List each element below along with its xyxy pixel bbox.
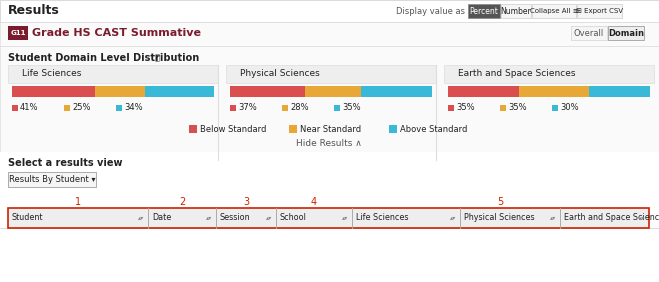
Bar bbox=[577, 4, 622, 18]
Text: Date: Date bbox=[152, 213, 171, 222]
Bar bbox=[334, 105, 340, 111]
Text: Number: Number bbox=[501, 6, 531, 16]
Bar bbox=[8, 172, 96, 187]
Bar bbox=[0, 152, 659, 200]
Text: Results: Results bbox=[8, 5, 60, 17]
Text: Display value as: Display value as bbox=[396, 6, 465, 16]
Bar bbox=[95, 86, 146, 97]
Text: 34%: 34% bbox=[124, 103, 142, 113]
Text: 2: 2 bbox=[179, 197, 185, 207]
Text: ▴▾: ▴▾ bbox=[449, 215, 456, 221]
Text: Select a results view: Select a results view bbox=[8, 158, 123, 168]
Bar bbox=[0, 0, 659, 22]
Text: Below Standard: Below Standard bbox=[200, 124, 266, 133]
Bar bbox=[468, 4, 500, 18]
Text: Student: Student bbox=[12, 213, 43, 222]
Text: 5: 5 bbox=[498, 197, 503, 207]
Text: Life Sciences: Life Sciences bbox=[356, 213, 409, 222]
Text: 37%: 37% bbox=[238, 103, 257, 113]
Bar bbox=[12, 86, 95, 97]
Bar bbox=[230, 105, 236, 111]
Bar bbox=[448, 105, 454, 111]
Bar bbox=[226, 65, 436, 83]
Bar bbox=[589, 86, 650, 97]
Bar bbox=[361, 86, 432, 97]
Text: School: School bbox=[280, 213, 307, 222]
Bar bbox=[8, 65, 218, 83]
Bar bbox=[532, 4, 576, 18]
Text: 28%: 28% bbox=[290, 103, 308, 113]
Text: Overall: Overall bbox=[574, 28, 604, 38]
Text: Domain: Domain bbox=[608, 28, 644, 38]
Text: ▴▾: ▴▾ bbox=[342, 215, 348, 221]
Text: G11: G11 bbox=[11, 30, 26, 36]
Bar bbox=[500, 105, 506, 111]
Bar bbox=[448, 86, 519, 97]
Text: Near Standard: Near Standard bbox=[300, 124, 361, 133]
Text: Life Sciences: Life Sciences bbox=[22, 69, 81, 78]
Text: Physical Sciences: Physical Sciences bbox=[464, 213, 534, 222]
Text: Earth and Space Sciences: Earth and Space Sciences bbox=[564, 213, 659, 222]
Text: Student Domain Level Distribution: Student Domain Level Distribution bbox=[8, 53, 199, 63]
Text: Physical Sciences: Physical Sciences bbox=[240, 69, 320, 78]
Text: ▴▾: ▴▾ bbox=[206, 215, 212, 221]
Bar bbox=[189, 125, 197, 133]
Bar bbox=[64, 105, 70, 111]
Text: ▴▾: ▴▾ bbox=[639, 215, 645, 221]
Bar bbox=[116, 105, 122, 111]
Text: Session: Session bbox=[220, 213, 250, 222]
Bar bbox=[304, 86, 361, 97]
Bar bbox=[8, 208, 649, 228]
Bar bbox=[571, 26, 607, 40]
Bar bbox=[12, 105, 18, 111]
Bar bbox=[608, 26, 644, 40]
Text: 25%: 25% bbox=[72, 103, 90, 113]
Bar bbox=[444, 65, 654, 83]
Text: 3: 3 bbox=[243, 197, 249, 207]
Text: ▴▾: ▴▾ bbox=[138, 215, 144, 221]
Text: Above Standard: Above Standard bbox=[400, 124, 467, 133]
Bar bbox=[552, 105, 558, 111]
Bar bbox=[282, 105, 288, 111]
Text: ▴▾: ▴▾ bbox=[550, 215, 556, 221]
Text: ▴▾: ▴▾ bbox=[266, 215, 272, 221]
Bar bbox=[146, 86, 214, 97]
Bar bbox=[230, 86, 304, 97]
Bar bbox=[0, 46, 659, 190]
Text: Grade HS CAST Summative: Grade HS CAST Summative bbox=[32, 28, 201, 38]
Text: ⓘ: ⓘ bbox=[155, 54, 160, 63]
Text: Earth and Space Sciences: Earth and Space Sciences bbox=[458, 69, 575, 78]
Bar bbox=[8, 26, 28, 40]
Bar bbox=[389, 125, 397, 133]
Text: 35%: 35% bbox=[456, 103, 474, 113]
Text: 1: 1 bbox=[75, 197, 81, 207]
Text: Results By Student ▾: Results By Student ▾ bbox=[9, 175, 96, 184]
Text: Percent: Percent bbox=[470, 6, 498, 16]
Text: Hide Results ∧: Hide Results ∧ bbox=[296, 138, 362, 147]
Bar bbox=[501, 4, 531, 18]
Bar bbox=[519, 86, 589, 97]
Text: Collapse All ≡: Collapse All ≡ bbox=[530, 8, 579, 14]
Text: 4: 4 bbox=[311, 197, 317, 207]
Bar bbox=[0, 22, 659, 46]
Text: ⊞ Export CSV: ⊞ Export CSV bbox=[575, 8, 623, 14]
Text: 41%: 41% bbox=[20, 103, 38, 113]
Text: 35%: 35% bbox=[508, 103, 527, 113]
Bar bbox=[289, 125, 297, 133]
Text: 35%: 35% bbox=[342, 103, 360, 113]
Text: 30%: 30% bbox=[560, 103, 579, 113]
